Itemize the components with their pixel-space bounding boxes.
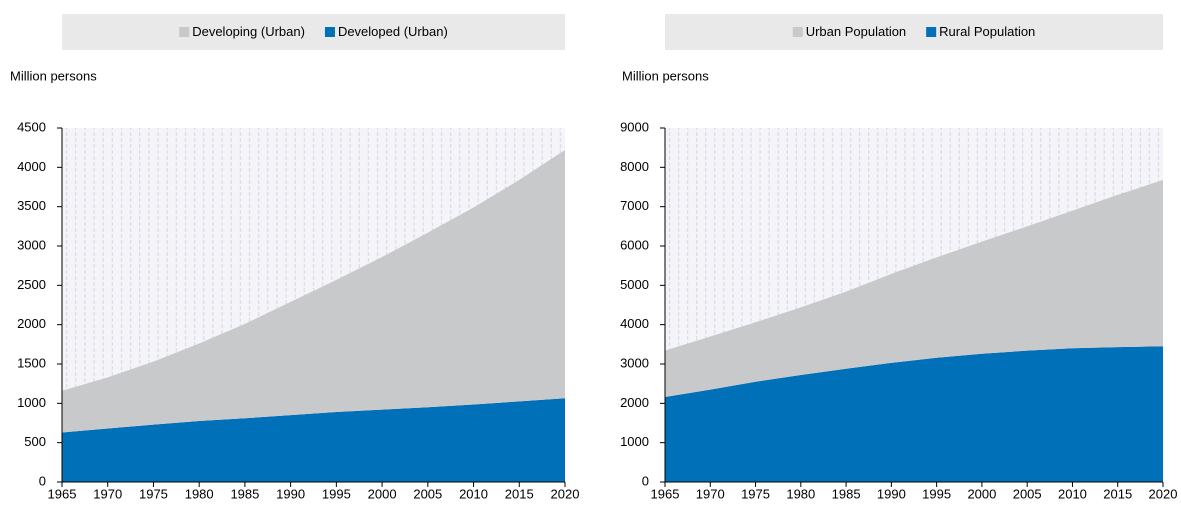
y-tick-label: 7000: [620, 198, 649, 213]
x-tick-label: 1980: [185, 486, 214, 501]
y-tick-label: 4000: [17, 159, 46, 174]
x-tick-label: 1985: [832, 486, 861, 501]
legend-swatch: [179, 27, 190, 37]
x-tick-label: 2015: [1103, 486, 1132, 501]
legend-item: Developing (Urban): [179, 24, 305, 39]
y-tick-label: 3500: [17, 198, 46, 213]
area: [665, 346, 1163, 482]
y-tick-label: 0: [642, 473, 649, 488]
x-tick-label: 2020: [551, 486, 580, 501]
y-tick-label: 4000: [620, 316, 649, 331]
y-tick-label: 2000: [17, 316, 46, 331]
y-axis-label: Million persons: [622, 68, 709, 83]
x-tick-label: 1975: [741, 486, 770, 501]
x-tick-label: 1985: [230, 486, 259, 501]
y-tick-label: 5000: [620, 277, 649, 292]
x-tick-label: 2015: [505, 486, 534, 501]
legend-label: Developed (Urban): [338, 24, 448, 39]
y-tick-label: 3000: [17, 237, 46, 252]
y-tick-label: 1000: [17, 395, 46, 410]
x-tick-label: 1965: [651, 486, 680, 501]
area: [62, 398, 565, 482]
x-tick-label: 1970: [93, 486, 122, 501]
y-tick-label: 3000: [620, 355, 649, 370]
y-tick-label: 4500: [17, 119, 46, 134]
x-tick-label: 2010: [459, 486, 488, 501]
x-tick-label: 1995: [322, 486, 351, 501]
y-tick-label: 6000: [620, 237, 649, 252]
y-tick-label: 500: [24, 434, 46, 449]
y-tick-label: 9000: [620, 119, 649, 134]
x-tick-label: 1990: [276, 486, 305, 501]
y-tick-label: 1000: [620, 434, 649, 449]
x-tick-label: 2020: [1149, 486, 1178, 501]
area: [665, 179, 1163, 398]
x-tick-label: 1975: [139, 486, 168, 501]
y-tick-label: 2500: [17, 277, 46, 292]
legend-item: Urban Population: [792, 24, 906, 39]
legend-label: Rural Population: [939, 24, 1035, 39]
x-tick-label: 2005: [413, 486, 442, 501]
legend-box: [62, 14, 565, 50]
x-tick-label: 1990: [877, 486, 906, 501]
y-tick-label: 2000: [620, 395, 649, 410]
legend-swatch: [926, 27, 937, 37]
y-axis-label: Million persons: [10, 68, 97, 83]
area: [62, 150, 565, 433]
legend-item: Developed (Urban): [324, 24, 448, 39]
x-tick-label: 1965: [48, 486, 77, 501]
x-tick-label: 2000: [368, 486, 397, 501]
x-tick-label: 1995: [922, 486, 951, 501]
y-tick-label: 8000: [620, 159, 649, 174]
legend-box: [665, 14, 1163, 50]
x-tick-label: 2000: [967, 486, 996, 501]
legend-label: Developing (Urban): [192, 24, 305, 39]
legend-swatch: [792, 27, 803, 37]
legend-swatch: [324, 27, 335, 37]
y-tick-label: 1500: [17, 355, 46, 370]
y-tick-label: 0: [39, 473, 46, 488]
legend-item: Rural Population: [926, 24, 1035, 39]
x-tick-label: 1980: [786, 486, 815, 501]
x-tick-label: 1970: [696, 486, 725, 501]
legend-label: Urban Population: [806, 24, 906, 39]
x-tick-label: 2005: [1013, 486, 1042, 501]
x-tick-label: 2010: [1058, 486, 1087, 501]
